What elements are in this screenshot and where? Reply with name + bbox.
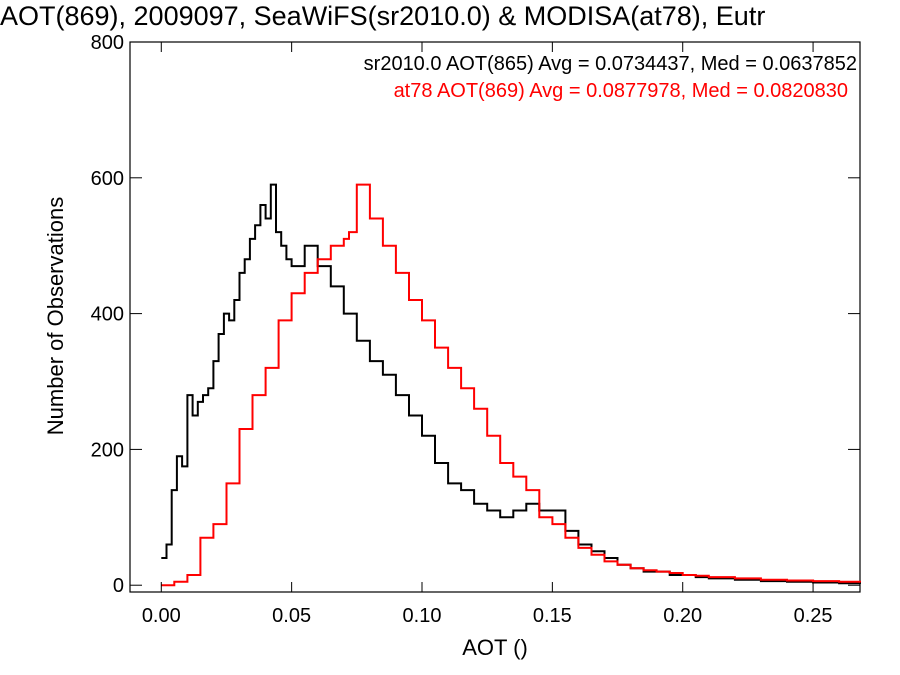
plot-border — [129, 41, 861, 593]
x-axis-ticks: 0.00 0.05 0.10 0.15 0.20 0.25 — [142, 42, 833, 627]
x-tick-label: 0.25 — [794, 605, 833, 627]
y-tick-label: 600 — [91, 168, 124, 190]
y-tick-label: 0 — [113, 575, 124, 597]
series-group — [161, 183, 861, 587]
y-axis-label: Number of Observations — [43, 197, 68, 435]
x-tick-label: 0.00 — [142, 605, 181, 627]
y-tick-label: 400 — [91, 304, 124, 326]
x-tick-label: 0.20 — [663, 605, 702, 627]
series-line-at78 — [161, 183, 861, 587]
y-axis-ticks: 0 200 400 600 800 — [91, 32, 860, 597]
x-tick-label: 0.05 — [272, 605, 311, 627]
legend-series-sr2010: sr2010.0 AOT(865) Avg = 0.0734437, Med =… — [364, 53, 857, 75]
chart-title: AOT(869), 2009097, SeaWiFS(sr2010.0) & M… — [0, 1, 765, 31]
y-tick-label: 200 — [91, 439, 124, 461]
x-axis-label: AOT () — [462, 635, 528, 660]
x-tick-label: 0.10 — [403, 605, 442, 627]
y-tick-label: 800 — [91, 32, 124, 54]
plot-frame — [129, 41, 861, 593]
legend-series-at78: at78 AOT(869) Avg = 0.0877978, Med = 0.0… — [394, 80, 848, 102]
x-tick-label: 0.15 — [533, 605, 572, 627]
